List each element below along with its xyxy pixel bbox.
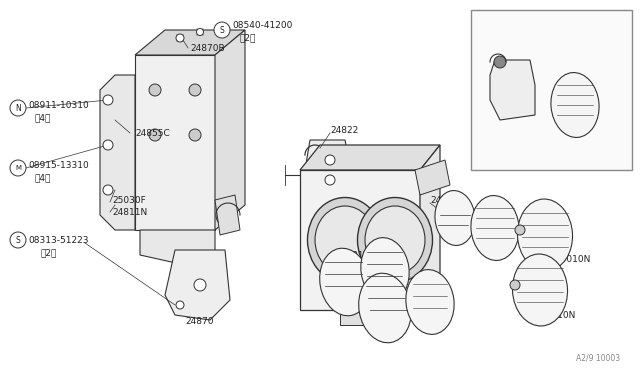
Text: （2）: （2） [240, 33, 257, 42]
Circle shape [149, 129, 161, 141]
Ellipse shape [518, 199, 573, 271]
Circle shape [494, 56, 506, 68]
Circle shape [176, 301, 184, 309]
Bar [175, 116, 193, 130]
Bar [175, 71, 193, 85]
Ellipse shape [513, 254, 568, 326]
Polygon shape [135, 30, 245, 55]
Polygon shape [135, 55, 215, 230]
Text: S: S [220, 26, 225, 35]
Text: 24855C: 24855C [135, 128, 170, 138]
Ellipse shape [471, 196, 519, 260]
Circle shape [325, 175, 335, 185]
Text: 24870B: 24870B [190, 44, 225, 52]
Text: 08313-51223: 08313-51223 [28, 235, 88, 244]
Circle shape [194, 279, 206, 291]
Text: 24822: 24822 [330, 125, 358, 135]
Text: 08915-13310: 08915-13310 [28, 160, 89, 170]
Text: 08540-41200: 08540-41200 [232, 20, 292, 29]
Polygon shape [215, 30, 245, 230]
Circle shape [189, 84, 201, 96]
Text: DP:VG30T(GLL): DP:VG30T(GLL) [479, 20, 559, 30]
Circle shape [103, 185, 113, 195]
Bar [205, 71, 223, 85]
Text: 25010N: 25010N [540, 311, 575, 320]
Text: （2）: （2） [40, 248, 56, 257]
Bar [205, 161, 223, 175]
Polygon shape [215, 195, 240, 235]
Ellipse shape [358, 198, 433, 282]
Bar [145, 161, 163, 175]
Polygon shape [490, 60, 535, 120]
Circle shape [196, 29, 204, 35]
Text: S: S [15, 235, 20, 244]
Ellipse shape [358, 273, 412, 343]
Ellipse shape [406, 270, 454, 334]
Bar [175, 161, 193, 175]
Bar [205, 116, 223, 130]
Circle shape [189, 129, 201, 141]
Ellipse shape [320, 248, 371, 316]
Text: 25010N: 25010N [555, 256, 590, 264]
Ellipse shape [307, 198, 383, 282]
Polygon shape [340, 310, 400, 325]
Text: 24881V: 24881V [335, 250, 370, 260]
Polygon shape [165, 250, 230, 320]
Polygon shape [300, 170, 420, 310]
Text: （4）: （4） [34, 173, 51, 183]
Polygon shape [100, 75, 135, 230]
Text: A2/9 10003: A2/9 10003 [576, 353, 620, 362]
Text: 24870: 24870 [186, 317, 214, 327]
Bar [145, 116, 163, 130]
Text: 24812M: 24812M [370, 327, 406, 337]
Bar [145, 71, 163, 85]
Circle shape [149, 84, 161, 96]
Circle shape [103, 95, 113, 105]
Text: 24827: 24827 [370, 263, 398, 273]
Circle shape [10, 232, 26, 248]
Text: 24811N: 24811N [112, 208, 147, 217]
Circle shape [510, 280, 520, 290]
Ellipse shape [435, 190, 475, 246]
Ellipse shape [551, 73, 599, 137]
Circle shape [10, 100, 26, 116]
Circle shape [176, 34, 184, 42]
Circle shape [515, 225, 525, 235]
Text: 25030F: 25030F [112, 196, 146, 205]
Text: N: N [15, 103, 21, 112]
Text: 08911-10310: 08911-10310 [28, 100, 89, 109]
Text: M: M [15, 165, 21, 171]
Text: （4）: （4） [34, 113, 51, 122]
Text: 24881V: 24881V [430, 196, 465, 205]
Circle shape [214, 22, 230, 38]
Circle shape [325, 155, 335, 165]
Polygon shape [305, 140, 350, 195]
Text: 24895M: 24895M [535, 41, 572, 49]
Ellipse shape [365, 206, 425, 274]
Ellipse shape [315, 206, 375, 274]
Polygon shape [415, 160, 450, 195]
Polygon shape [300, 145, 440, 170]
Polygon shape [140, 230, 215, 265]
Ellipse shape [361, 238, 409, 302]
Circle shape [10, 160, 26, 176]
Text: 24827: 24827 [590, 61, 618, 70]
Text: 24827: 24827 [470, 211, 499, 219]
Polygon shape [420, 145, 440, 310]
Polygon shape [471, 10, 632, 170]
Circle shape [103, 140, 113, 150]
